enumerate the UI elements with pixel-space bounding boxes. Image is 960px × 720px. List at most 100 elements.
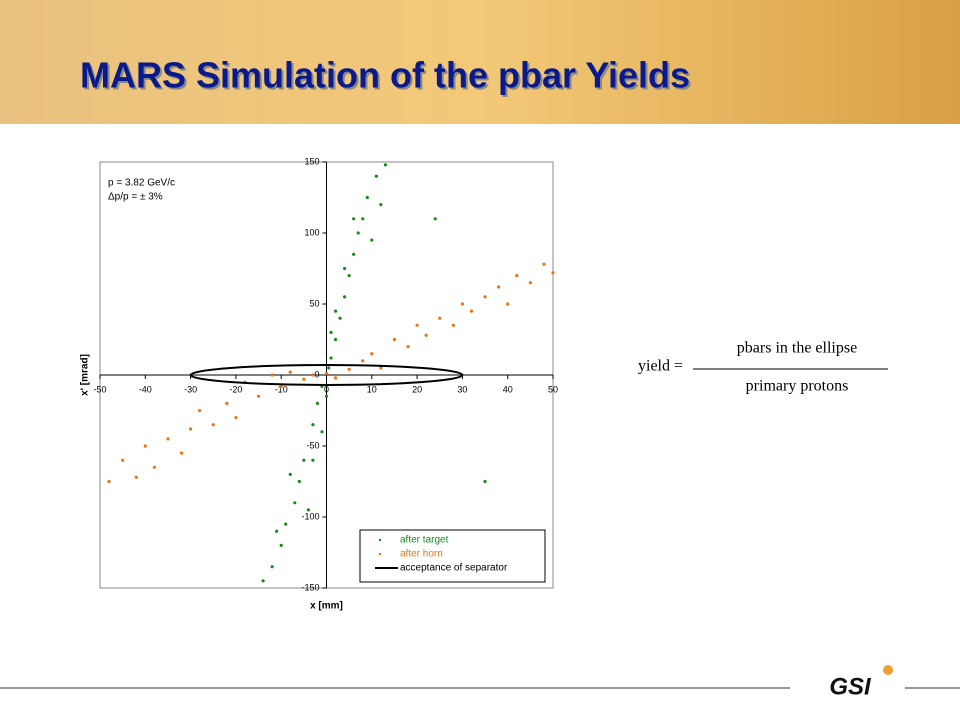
scatter-point	[551, 271, 555, 275]
x-tick-label: 30	[457, 384, 467, 394]
scatter-point	[370, 238, 374, 242]
legend-marker	[378, 538, 382, 542]
scatter-point	[324, 371, 329, 376]
legend-box	[359, 529, 546, 583]
legend-label: after target	[400, 535, 449, 546]
x-tick-label: -10	[275, 384, 288, 394]
annotation: Δp/p = ± 3%	[108, 192, 163, 203]
scatter-point	[279, 384, 283, 388]
x-tick-label: 20	[412, 384, 422, 394]
formula-lhs: yield =	[638, 358, 683, 375]
y-tick-label: 50	[309, 298, 319, 308]
scatter-point	[374, 174, 378, 178]
slide-title: MARS Simulation of the pbar Yields	[80, 55, 690, 96]
scatter-point	[279, 543, 283, 548]
scatter-point	[302, 458, 306, 462]
scatter-point	[324, 394, 329, 398]
x-tick-label: 50	[548, 384, 558, 394]
scatter-point	[284, 522, 288, 526]
y-tick-label: -150	[301, 582, 319, 592]
scatter-point	[343, 266, 347, 271]
scatter-point	[166, 437, 170, 441]
scatter-point	[515, 274, 519, 278]
y-tick-label: 100	[304, 227, 319, 237]
y-tick-label: 150	[304, 156, 319, 166]
legend-label: acceptance of separator	[400, 563, 508, 574]
chart: -50 -40 -30 -20 -10 0 10 20 30 40 50-150-100-50050…	[80, 156, 558, 611]
scatter-point	[347, 274, 351, 278]
scatter-point	[392, 337, 397, 342]
scatter-point	[270, 565, 274, 569]
formula-denominator: primary protons	[746, 378, 849, 395]
scatter-point	[379, 203, 383, 207]
scatter-point	[288, 472, 292, 476]
scatter-point	[365, 195, 369, 200]
scatter-point	[497, 285, 501, 289]
scatter-point	[333, 376, 338, 380]
scatter-point	[347, 367, 351, 371]
y-tick-label: -50	[306, 440, 319, 450]
x-tick-label: -50	[93, 384, 106, 394]
scatter-point	[261, 579, 265, 583]
scatter-point	[179, 451, 184, 455]
logo-dot	[883, 665, 893, 675]
scatter-point	[198, 408, 202, 413]
scatter-point	[134, 475, 138, 479]
logo: GSI	[829, 673, 872, 700]
scatter-point	[506, 302, 510, 306]
scatter-point	[270, 373, 274, 377]
scatter-point	[121, 458, 125, 462]
x-axis-label: x [mm]	[310, 601, 343, 612]
scatter-point	[379, 366, 383, 370]
scatter-point	[383, 163, 387, 167]
scatter-point	[469, 309, 474, 313]
scatter-point	[311, 458, 315, 462]
scatter-point	[352, 217, 356, 221]
scatter-point	[333, 309, 338, 313]
scatter-point	[311, 373, 315, 377]
scatter-point	[483, 295, 487, 299]
y-tick-label: 0	[314, 369, 319, 379]
scatter-point	[343, 295, 347, 299]
scatter-point	[211, 423, 215, 427]
scatter-point	[234, 416, 238, 420]
scatter-point	[424, 333, 428, 337]
scatter-point	[542, 262, 546, 266]
acceptance-ellipse	[189, 364, 464, 386]
scatter-point	[338, 316, 342, 320]
title-shadow: MARS Simulation of the pbar Yields	[82, 57, 692, 98]
scatter-point	[297, 479, 301, 484]
scatter-point	[320, 430, 324, 434]
scatter-point	[275, 529, 279, 533]
x-tick-label: -30	[184, 384, 197, 394]
scatter-point	[189, 427, 193, 431]
scatter-point	[327, 366, 331, 370]
scatter-point	[333, 337, 338, 342]
scatter-point	[370, 352, 374, 356]
formula-numerator: pbars in the ellipse	[737, 340, 857, 357]
scatter-point	[143, 444, 147, 448]
scatter-point	[361, 359, 365, 363]
scatter-point	[288, 370, 292, 374]
scatter-point	[293, 501, 297, 505]
scatter-point	[406, 345, 410, 349]
scatter-point	[302, 377, 306, 381]
scatter-point	[451, 323, 455, 327]
x-tick-label: -20	[229, 384, 242, 394]
x-tick-label: -40	[139, 384, 152, 394]
y-tick-label: -100	[301, 511, 319, 521]
x-tick-label: 40	[503, 384, 513, 394]
scatter-point	[329, 356, 333, 360]
scatter-point	[361, 217, 365, 221]
scatter-point	[311, 423, 315, 427]
scatter-point	[460, 302, 464, 306]
x-tick-label: 0	[324, 384, 329, 394]
scatter-point	[415, 323, 419, 327]
annotation: p = 3.82 GeV/c	[108, 178, 175, 189]
scatter-point	[306, 508, 310, 512]
scatter-point	[329, 330, 333, 334]
scatter-point	[256, 394, 261, 398]
scatter-point	[352, 252, 356, 256]
scatter-point	[528, 281, 532, 285]
